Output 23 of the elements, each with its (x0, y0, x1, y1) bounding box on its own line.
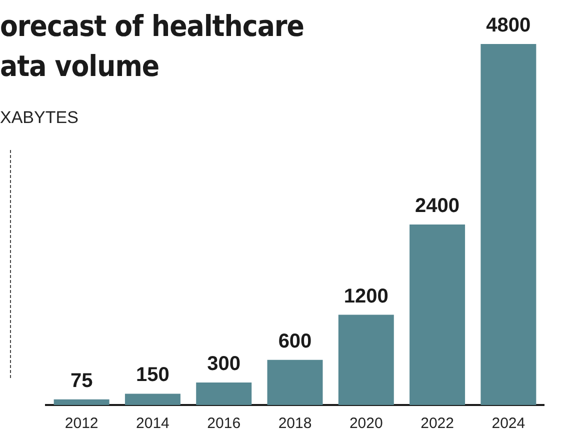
bar (267, 360, 323, 405)
bar (196, 382, 252, 405)
bar (410, 224, 466, 405)
bar (54, 399, 110, 405)
data-label: 1200 (344, 285, 388, 308)
x-tick-label: 2020 (349, 415, 383, 432)
y-axis-title: XABYTES (0, 108, 78, 128)
bar (480, 44, 536, 405)
chart-title: orecast of healthcare ata volume (0, 8, 304, 85)
data-label: 150 (136, 364, 170, 386)
data-label: 75 (70, 370, 93, 392)
x-tick-label: 2014 (136, 415, 170, 432)
x-tick-label: 2024 (492, 415, 526, 432)
data-label: 600 (278, 330, 312, 352)
bar (124, 394, 180, 405)
x-tick-label: 2018 (278, 415, 312, 432)
bar (338, 314, 394, 405)
data-label: 2400 (415, 195, 460, 218)
data-label: 4800 (486, 14, 531, 37)
x-tick-label: 2012 (64, 415, 98, 432)
x-tick-label: 2016 (207, 415, 241, 432)
x-tick-label: 2022 (420, 415, 454, 432)
data-label: 300 (207, 352, 241, 375)
